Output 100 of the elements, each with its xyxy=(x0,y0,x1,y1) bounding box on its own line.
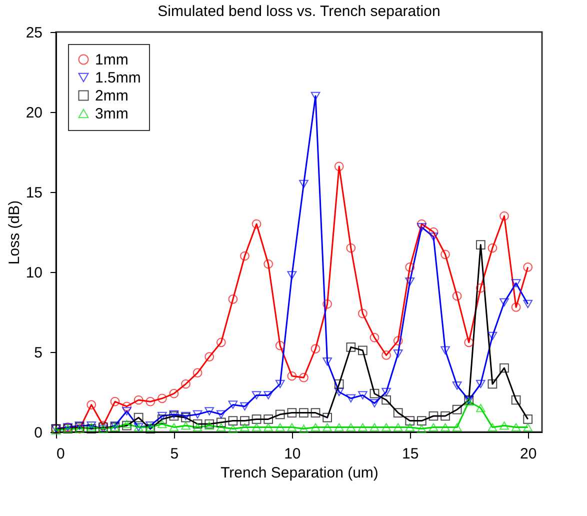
point xyxy=(405,262,415,272)
point xyxy=(500,211,509,221)
point xyxy=(264,414,274,424)
point xyxy=(405,423,415,432)
point xyxy=(334,423,344,432)
point xyxy=(523,423,533,432)
point xyxy=(86,400,96,410)
point xyxy=(240,423,250,432)
point xyxy=(192,410,202,419)
point xyxy=(370,388,380,398)
point xyxy=(346,394,356,403)
point xyxy=(393,408,403,418)
point xyxy=(500,298,509,307)
point xyxy=(192,419,202,429)
point xyxy=(322,299,332,309)
point xyxy=(252,423,262,432)
point xyxy=(428,227,438,237)
point xyxy=(488,243,498,253)
x-tick-label: 5 xyxy=(170,446,179,462)
point xyxy=(287,408,297,418)
y-tick-label: 5 xyxy=(34,344,42,362)
point xyxy=(428,232,438,241)
x-axis-title: Trench Separation (um) xyxy=(220,464,378,482)
point xyxy=(500,363,509,373)
point xyxy=(122,407,132,416)
point xyxy=(382,350,391,360)
point xyxy=(358,346,368,356)
point xyxy=(452,423,462,432)
point xyxy=(382,395,391,405)
point xyxy=(146,396,156,406)
point xyxy=(228,294,238,304)
point xyxy=(228,400,238,409)
y-tick-label: 10 xyxy=(26,264,42,282)
point xyxy=(322,423,332,432)
point xyxy=(416,223,426,232)
point xyxy=(275,340,285,350)
point xyxy=(476,404,486,412)
point xyxy=(264,391,274,400)
point xyxy=(464,338,474,348)
point xyxy=(405,416,415,426)
point xyxy=(228,416,238,426)
point xyxy=(346,423,356,432)
point xyxy=(157,412,167,420)
point xyxy=(134,395,144,405)
point xyxy=(523,300,533,308)
point xyxy=(275,380,285,388)
chart-title: Simulated bend loss vs. Trench separation xyxy=(158,3,440,20)
point xyxy=(416,424,426,433)
point xyxy=(452,381,462,390)
point xyxy=(181,421,190,430)
point xyxy=(169,388,179,398)
legend-label: 1mm xyxy=(95,52,128,68)
point xyxy=(452,404,462,414)
point xyxy=(370,399,380,408)
point xyxy=(169,423,179,432)
point xyxy=(322,412,332,422)
point xyxy=(393,336,403,346)
point xyxy=(428,423,438,432)
point xyxy=(157,394,167,404)
point xyxy=(287,371,297,381)
point xyxy=(511,423,521,432)
point xyxy=(264,259,274,269)
legend-label: 1.5mm xyxy=(95,70,141,86)
point xyxy=(287,423,297,432)
point xyxy=(358,423,368,432)
point xyxy=(334,388,344,396)
point xyxy=(310,92,320,100)
point xyxy=(216,423,226,432)
point xyxy=(358,308,368,318)
point xyxy=(393,349,403,358)
point xyxy=(382,388,391,396)
point xyxy=(134,412,144,422)
legend-label: 2mm xyxy=(95,88,128,104)
point xyxy=(428,411,438,421)
y-tick-label: 25 xyxy=(26,24,42,42)
x-tick-label: 0 xyxy=(56,446,65,462)
point xyxy=(476,283,486,293)
point xyxy=(452,291,462,301)
point xyxy=(334,379,344,389)
y-axis-title: Loss (dB) xyxy=(6,200,23,265)
point xyxy=(440,411,450,421)
point xyxy=(358,391,368,400)
point xyxy=(192,423,202,432)
point xyxy=(204,407,214,416)
point xyxy=(405,277,415,286)
point xyxy=(216,418,226,428)
point xyxy=(299,372,308,382)
point xyxy=(252,219,262,229)
y-tick-label: 15 xyxy=(26,184,42,202)
point xyxy=(476,240,486,250)
point xyxy=(204,352,214,362)
legend-label: 3mm xyxy=(95,106,128,122)
x-tick-label: 20 xyxy=(520,446,537,462)
point xyxy=(511,279,521,288)
point xyxy=(488,423,498,432)
point xyxy=(370,332,380,342)
point xyxy=(346,243,356,253)
point xyxy=(110,396,120,406)
point xyxy=(523,262,533,272)
point xyxy=(346,342,356,352)
